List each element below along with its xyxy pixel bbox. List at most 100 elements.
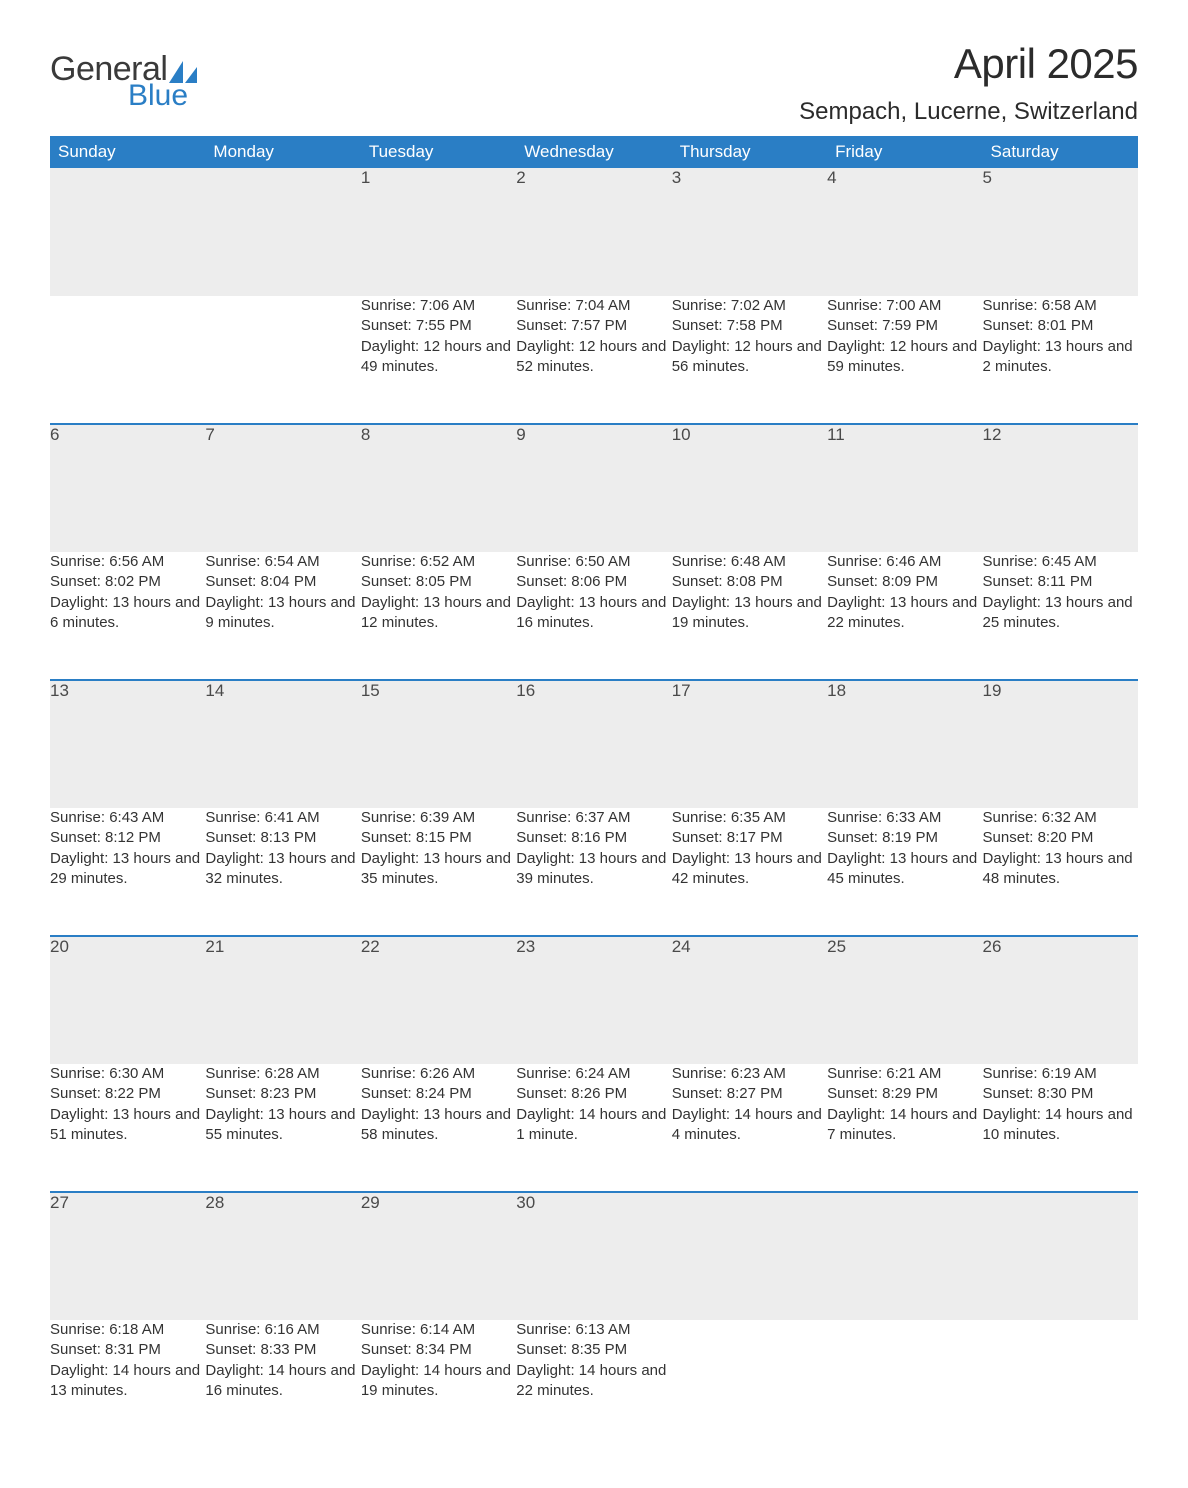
day-number-cell: 29 [361,1192,516,1320]
day-content-cell [205,296,360,424]
day-number-cell: 23 [516,936,671,1064]
sunset-line: Sunset: 7:57 PM [516,316,671,336]
daylight-line: Daylight: 14 hours and 19 minutes. [361,1361,516,1402]
sunset-line: Sunset: 8:09 PM [827,572,982,592]
day-content-cell: Sunrise: 6:33 AMSunset: 8:19 PMDaylight:… [827,808,982,936]
daylight-line: Daylight: 14 hours and 13 minutes. [50,1361,205,1402]
daylight-line: Daylight: 14 hours and 22 minutes. [516,1361,671,1402]
sunrise-line: Sunrise: 6:46 AM [827,552,982,572]
day-number-cell: 26 [983,936,1138,1064]
day-content-cell: Sunrise: 6:56 AMSunset: 8:02 PMDaylight:… [50,552,205,680]
day-content-cell: Sunrise: 7:04 AMSunset: 7:57 PMDaylight:… [516,296,671,424]
sunrise-line: Sunrise: 6:32 AM [983,808,1138,828]
day-number-cell: 9 [516,424,671,552]
header: General Blue April 2025 Sempach, Lucerne… [50,40,1138,126]
sunset-line: Sunset: 8:04 PM [205,572,360,592]
sunrise-line: Sunrise: 6:18 AM [50,1320,205,1340]
sunset-line: Sunset: 8:34 PM [361,1340,516,1360]
sunrise-line: Sunrise: 7:06 AM [361,296,516,316]
day-content-cell: Sunrise: 6:30 AMSunset: 8:22 PMDaylight:… [50,1064,205,1192]
sunset-line: Sunset: 8:29 PM [827,1084,982,1104]
daylight-line: Daylight: 13 hours and 16 minutes. [516,593,671,634]
sunrise-line: Sunrise: 6:16 AM [205,1320,360,1340]
weekday-header: Wednesday [516,136,671,168]
daylight-line: Daylight: 13 hours and 9 minutes. [205,593,360,634]
sunset-line: Sunset: 8:02 PM [50,572,205,592]
daylight-line: Daylight: 13 hours and 25 minutes. [983,593,1138,634]
weekday-header: Monday [205,136,360,168]
sunrise-line: Sunrise: 6:35 AM [672,808,827,828]
daylight-line: Daylight: 14 hours and 4 minutes. [672,1105,827,1146]
sunrise-line: Sunrise: 7:04 AM [516,296,671,316]
daylight-line: Daylight: 13 hours and 6 minutes. [50,593,205,634]
day-number-cell [983,1192,1138,1320]
sunrise-line: Sunrise: 6:39 AM [361,808,516,828]
day-content-cell: Sunrise: 6:39 AMSunset: 8:15 PMDaylight:… [361,808,516,936]
daylight-line: Daylight: 13 hours and 22 minutes. [827,593,982,634]
day-content-row: Sunrise: 6:56 AMSunset: 8:02 PMDaylight:… [50,552,1138,680]
day-content-row: Sunrise: 6:43 AMSunset: 8:12 PMDaylight:… [50,808,1138,936]
day-number-cell: 27 [50,1192,205,1320]
sunrise-line: Sunrise: 6:19 AM [983,1064,1138,1084]
day-content-cell: Sunrise: 6:43 AMSunset: 8:12 PMDaylight:… [50,808,205,936]
day-number-cell: 16 [516,680,671,808]
day-number-cell: 13 [50,680,205,808]
daylight-line: Daylight: 13 hours and 29 minutes. [50,849,205,890]
sunset-line: Sunset: 8:23 PM [205,1084,360,1104]
day-content-cell: Sunrise: 6:35 AMSunset: 8:17 PMDaylight:… [672,808,827,936]
day-content-cell: Sunrise: 6:58 AMSunset: 8:01 PMDaylight:… [983,296,1138,424]
day-content-cell: Sunrise: 6:54 AMSunset: 8:04 PMDaylight:… [205,552,360,680]
day-content-cell: Sunrise: 6:23 AMSunset: 8:27 PMDaylight:… [672,1064,827,1192]
sunset-line: Sunset: 8:16 PM [516,828,671,848]
day-content-cell: Sunrise: 6:19 AMSunset: 8:30 PMDaylight:… [983,1064,1138,1192]
sunrise-line: Sunrise: 6:56 AM [50,552,205,572]
day-number-cell: 8 [361,424,516,552]
sunrise-line: Sunrise: 6:41 AM [205,808,360,828]
day-content-cell: Sunrise: 6:52 AMSunset: 8:05 PMDaylight:… [361,552,516,680]
day-number-cell: 11 [827,424,982,552]
day-content-row: Sunrise: 7:06 AMSunset: 7:55 PMDaylight:… [50,296,1138,424]
daylight-line: Daylight: 13 hours and 2 minutes. [983,337,1138,378]
day-number-row: 20212223242526 [50,936,1138,1064]
day-number-cell [205,168,360,296]
day-number-cell: 4 [827,168,982,296]
day-number-cell: 21 [205,936,360,1064]
day-number-cell: 25 [827,936,982,1064]
sunrise-line: Sunrise: 6:48 AM [672,552,827,572]
day-content-cell: Sunrise: 6:48 AMSunset: 8:08 PMDaylight:… [672,552,827,680]
sunrise-line: Sunrise: 6:13 AM [516,1320,671,1340]
sunset-line: Sunset: 8:05 PM [361,572,516,592]
day-content-cell: Sunrise: 6:26 AMSunset: 8:24 PMDaylight:… [361,1064,516,1192]
weekday-header: Friday [827,136,982,168]
weekday-header-row: Sunday Monday Tuesday Wednesday Thursday… [50,136,1138,168]
day-number-cell [50,168,205,296]
weekday-header: Thursday [672,136,827,168]
daylight-line: Daylight: 12 hours and 52 minutes. [516,337,671,378]
sunset-line: Sunset: 8:08 PM [672,572,827,592]
calendar-table: Sunday Monday Tuesday Wednesday Thursday… [50,136,1138,1448]
sunset-line: Sunset: 8:20 PM [983,828,1138,848]
sunset-line: Sunset: 8:19 PM [827,828,982,848]
day-content-cell: Sunrise: 6:14 AMSunset: 8:34 PMDaylight:… [361,1320,516,1448]
day-content-cell: Sunrise: 6:28 AMSunset: 8:23 PMDaylight:… [205,1064,360,1192]
weekday-header: Sunday [50,136,205,168]
day-content-cell: Sunrise: 6:41 AMSunset: 8:13 PMDaylight:… [205,808,360,936]
day-content-cell: Sunrise: 6:24 AMSunset: 8:26 PMDaylight:… [516,1064,671,1192]
day-content-cell [50,296,205,424]
day-number-cell: 5 [983,168,1138,296]
sunset-line: Sunset: 8:30 PM [983,1084,1138,1104]
day-number-cell: 10 [672,424,827,552]
weekday-header: Tuesday [361,136,516,168]
daylight-line: Daylight: 14 hours and 7 minutes. [827,1105,982,1146]
sunrise-line: Sunrise: 6:24 AM [516,1064,671,1084]
daylight-line: Daylight: 12 hours and 56 minutes. [672,337,827,378]
sunrise-line: Sunrise: 6:33 AM [827,808,982,828]
daylight-line: Daylight: 13 hours and 58 minutes. [361,1105,516,1146]
sunset-line: Sunset: 8:13 PM [205,828,360,848]
daylight-line: Daylight: 13 hours and 42 minutes. [672,849,827,890]
daylight-line: Daylight: 12 hours and 49 minutes. [361,337,516,378]
sunrise-line: Sunrise: 6:21 AM [827,1064,982,1084]
daylight-line: Daylight: 14 hours and 16 minutes. [205,1361,360,1402]
sunset-line: Sunset: 8:35 PM [516,1340,671,1360]
daylight-line: Daylight: 13 hours and 19 minutes. [672,593,827,634]
